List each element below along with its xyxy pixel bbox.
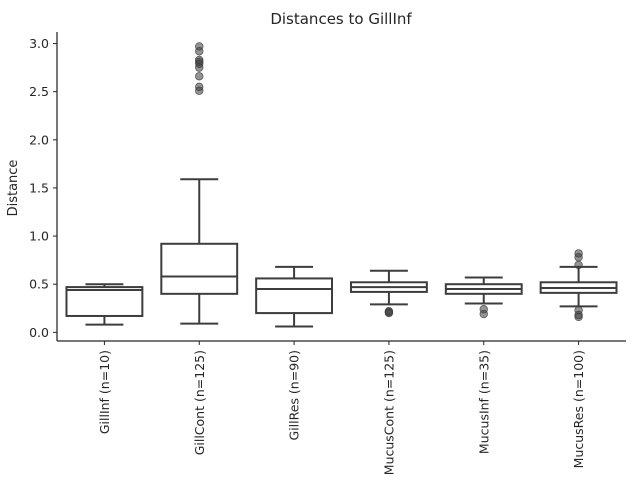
x-tick-label: GillRes (n=90) <box>287 350 302 440</box>
outlier-point <box>195 72 204 81</box>
outlier-point <box>574 253 583 262</box>
outlier-point <box>195 63 204 72</box>
y-tick-label: 0.5 <box>29 277 49 292</box>
outlier-point <box>384 308 394 318</box>
chart-title: Distances to GillInf <box>270 10 412 28</box>
y-axis-label: Distance <box>6 160 21 217</box>
box-body <box>160 242 239 295</box>
y-tick-label: 3.0 <box>29 36 49 51</box>
outlier-point <box>195 86 204 95</box>
y-tick-label: 1.5 <box>29 180 49 195</box>
x-tick-label: GillInf (n=10) <box>97 350 112 434</box>
y-tick-label: 2.5 <box>29 84 49 99</box>
outlier-point <box>574 312 583 322</box>
plot-area: 0.0 0.5 1.0 1.5 2.0 2.5 3.0 GillInf (n=10) GillC… <box>29 36 618 475</box>
box-body <box>255 277 334 315</box>
y-tick-label: 2.0 <box>29 132 49 147</box>
x-tick-label: MucusRes (n=100) <box>571 350 586 468</box>
x-tick-label: MucusCont (n=125) <box>381 350 396 475</box>
outlier-point <box>195 47 204 56</box>
y-tick-label: 1.0 <box>29 229 49 244</box>
x-tick-label: GillCont (n=125) <box>192 350 207 455</box>
outlier-point <box>574 260 583 270</box>
box-body <box>65 286 144 317</box>
x-tick-label: MucusInf (n=35) <box>476 350 491 454</box>
outlier-point <box>479 309 488 319</box>
y-tick-label: 0.0 <box>29 325 49 340</box>
